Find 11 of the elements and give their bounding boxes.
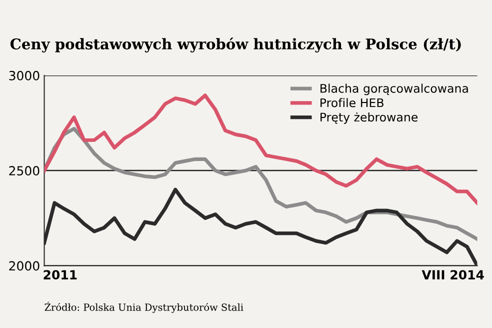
x-tick-label: 2011 — [44, 270, 77, 280]
legend-label: Profile HEB — [320, 98, 384, 108]
text: Źródło: Polska Unia Dystrybutorów Stali — [44, 302, 244, 313]
y-tick-label: 2500 — [9, 166, 40, 176]
y-tick-label: 3000 — [9, 70, 40, 80]
legend-label: Pręty żebrowane — [320, 112, 418, 124]
chart-title: Ceny podstawowych wyrobów hutniczych w Polsce (zł/t) — [10, 38, 461, 52]
line-series — [44, 94, 478, 205]
x-tick-label: VIII 2014 — [422, 270, 484, 280]
y-tick-label: 2000 — [9, 261, 40, 271]
legend-label: Blacha gorącowalcowana — [320, 84, 468, 96]
